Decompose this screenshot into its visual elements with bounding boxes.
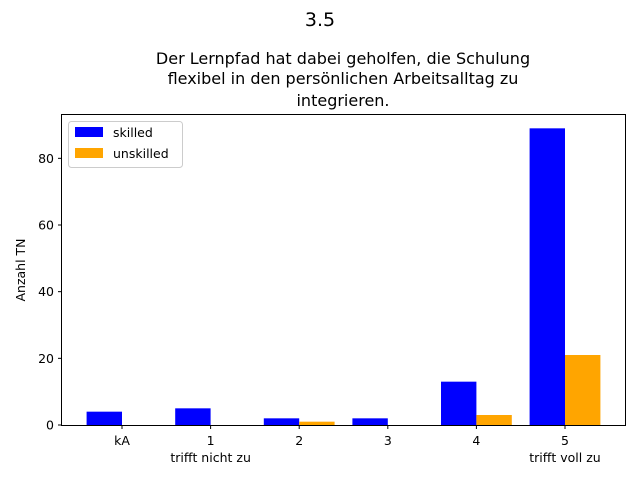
chart-suptitle: 3.5: [305, 9, 335, 31]
x-tick-label-3: 3: [384, 433, 392, 448]
bar-skilled-1: [175, 408, 211, 425]
x-tick-sublabel-5: trifft voll zu: [529, 450, 600, 465]
y-tick-label-20: 20: [38, 351, 54, 366]
y-tick-label-80: 80: [38, 151, 54, 166]
x-tick-label-5: 5: [561, 433, 569, 448]
legend-swatch-skilled: [75, 127, 103, 137]
x-tick-sublabel-1: trifft nicht zu: [170, 450, 251, 465]
y-axis-ticks: 0 20 40 60 80: [38, 151, 62, 433]
legend-label-unskilled: unskilled: [113, 146, 169, 161]
bar-unskilled-4: [476, 415, 512, 425]
y-tick-label-40: 40: [38, 284, 54, 299]
x-tick-label-4: 4: [472, 433, 480, 448]
y-axis-label: Anzahl TN: [13, 238, 28, 301]
bars-group: [86, 128, 601, 425]
y-tick-label-60: 60: [38, 218, 54, 233]
bar-unskilled-2: [299, 421, 335, 425]
x-tick-label-kA: kA: [114, 433, 130, 448]
y-tick-label-0: 0: [46, 418, 54, 433]
legend: skilled unskilled: [68, 121, 183, 168]
chart-title-line-1: Der Lernpfad hat dabei geholfen, die Sch…: [156, 49, 530, 68]
bar-skilled-2: [263, 418, 300, 425]
bar-skilled-kA: [86, 411, 122, 425]
legend-swatch-unskilled: [75, 148, 103, 158]
x-tick-label-1: 1: [207, 433, 215, 448]
bar-skilled-5: [529, 128, 565, 425]
bar-skilled-3: [352, 418, 388, 425]
chart-title-line-3: integrieren.: [296, 91, 389, 110]
plot-frame: [61, 114, 626, 426]
x-tick-label-2: 2: [295, 433, 303, 448]
bar-unskilled-5: [565, 355, 601, 425]
bar-skilled-4: [441, 381, 477, 425]
x-axis-ticks: kA 1 trifft nicht zu 2 3 4 5 trifft voll zu: [114, 425, 601, 465]
chart-title-line-2: flexibel in den persönlichen Arbeitsallt…: [168, 69, 519, 88]
legend-label-skilled: skilled: [113, 125, 153, 140]
